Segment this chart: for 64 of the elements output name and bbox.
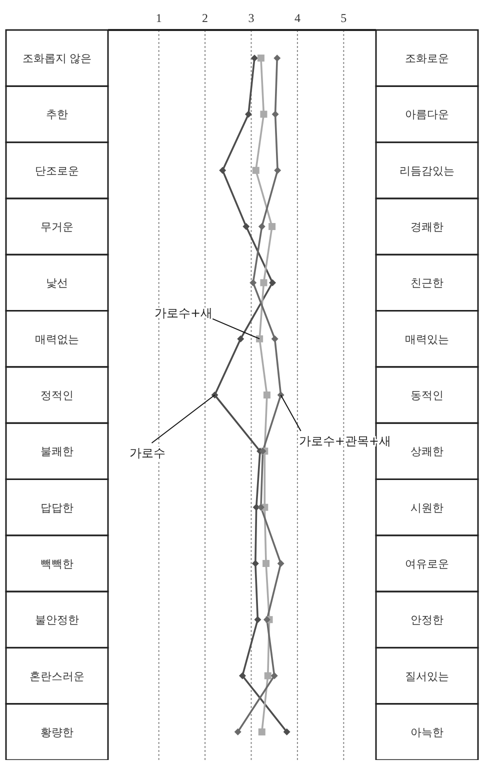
point	[283, 728, 290, 736]
y2-tick-label: 조화로운	[405, 52, 449, 66]
point	[270, 672, 278, 680]
x-tick-label: 4	[294, 11, 300, 25]
y2-tick-label: 아늑한	[410, 726, 444, 739]
point	[250, 54, 258, 62]
y2-tick-label: 아름다운	[405, 108, 449, 122]
y2-tick-label: 동적인	[410, 389, 444, 402]
y-tick-label: 불안정한	[35, 614, 79, 627]
y2-tick-label: 매력있는	[405, 332, 449, 346]
point	[271, 335, 278, 342]
y-tick-label: 혼란스러운	[30, 670, 84, 683]
point	[272, 110, 279, 118]
point	[238, 672, 246, 680]
y-tick-label: 매력없는	[35, 332, 79, 346]
y2-tick-label: 경쾌한	[410, 220, 444, 234]
point	[256, 335, 264, 342]
point	[252, 560, 259, 567]
y-tick-label: 추한	[46, 108, 68, 122]
point	[258, 728, 266, 736]
point	[274, 166, 282, 174]
point	[263, 392, 270, 398]
y-tick-label: 불쾌한	[40, 445, 74, 458]
y2-tick-label: 여유로운	[405, 557, 449, 570]
x-tick-label: 2	[202, 11, 208, 25]
y-tick-label: 무거운	[40, 220, 74, 234]
x-tick-label: 1	[156, 11, 162, 25]
y-tick-label: 정적인	[40, 389, 74, 402]
point	[219, 166, 226, 174]
y-tick-label: 답답한	[40, 501, 74, 514]
y-tick-label: 빽빽한	[40, 557, 74, 570]
point	[274, 54, 281, 62]
y-tick-label: 조화롭지 않은	[22, 52, 92, 66]
y2-tick-label: 친근한	[410, 276, 444, 290]
x-tick-label: 3	[248, 11, 254, 25]
y2-tick-label: 질서있는	[405, 670, 449, 683]
y-tick-label: 황량한	[40, 726, 74, 739]
point	[237, 335, 244, 342]
y-tick-label: 단조로운	[35, 164, 79, 178]
y2-tick-label: 안정한	[410, 614, 444, 627]
annotation: 가로수	[130, 446, 166, 460]
point	[250, 279, 257, 286]
point	[257, 504, 264, 511]
point	[260, 279, 268, 286]
point	[263, 616, 270, 624]
annotation: 가로수+새	[154, 306, 213, 320]
x-tick-label: 5	[340, 11, 347, 25]
point	[244, 110, 252, 118]
point	[257, 54, 264, 62]
y2-tick-label: 시원한	[410, 501, 444, 514]
point	[258, 223, 266, 230]
y2-tick-label: 리듬감있는	[400, 164, 454, 178]
point	[264, 672, 272, 680]
point	[260, 110, 268, 118]
point	[254, 616, 262, 624]
y-tick-label: 낯선	[46, 276, 68, 290]
point	[252, 166, 260, 174]
point	[268, 279, 276, 286]
point	[262, 560, 270, 567]
point	[234, 728, 242, 736]
point	[242, 223, 250, 230]
point	[268, 223, 276, 230]
point	[277, 560, 284, 567]
y2-tick-label: 상쾌한	[410, 445, 444, 458]
